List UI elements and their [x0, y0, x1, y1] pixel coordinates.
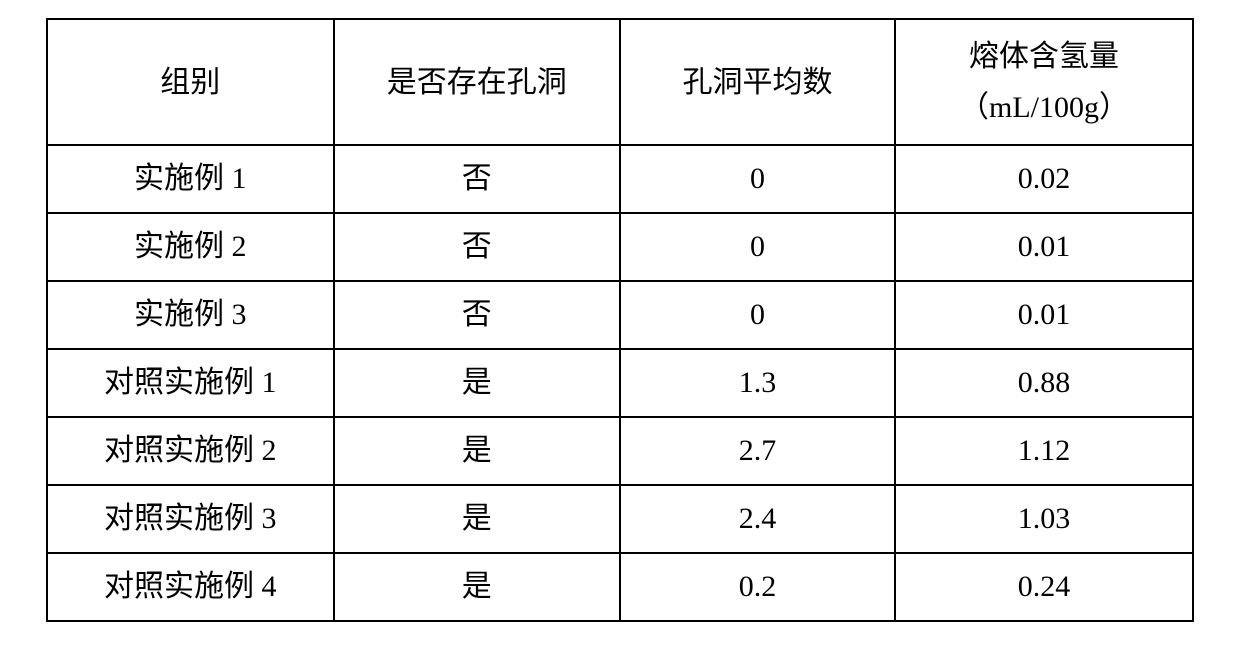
cell-group: 对照实施例 3	[47, 485, 334, 553]
table-row: 实施例 2 否 0 0.01	[47, 213, 1193, 281]
cell-avgholes: 0	[620, 145, 895, 213]
cell-hydrogen: 0.01	[895, 213, 1193, 281]
table-row: 对照实施例 3 是 2.4 1.03	[47, 485, 1193, 553]
table-row: 实施例 1 否 0 0.02	[47, 145, 1193, 213]
header-group: 组别	[47, 19, 334, 145]
cell-group: 实施例 2	[47, 213, 334, 281]
table-row: 对照实施例 1 是 1.3 0.88	[47, 349, 1193, 417]
header-avg-holes-label: 孔洞平均数	[683, 66, 833, 99]
cell-hydrogen: 0.02	[895, 145, 1193, 213]
header-has-holes-label: 是否存在孔洞	[387, 66, 567, 99]
cell-hasholes: 是	[334, 349, 621, 417]
cell-hasholes: 是	[334, 417, 621, 485]
cell-group: 对照实施例 4	[47, 553, 334, 621]
header-hydrogen-label-top: 熔体含氢量	[969, 34, 1119, 79]
cell-hasholes: 否	[334, 145, 621, 213]
cell-hydrogen: 0.88	[895, 349, 1193, 417]
header-has-holes: 是否存在孔洞	[334, 19, 621, 145]
results-table: 组别 是否存在孔洞 孔洞平均数 熔体含氢量 （mL/100g） 实施例 1	[46, 18, 1194, 622]
cell-avgholes: 1.3	[620, 349, 895, 417]
cell-hasholes: 是	[334, 485, 621, 553]
cell-hydrogen: 0.24	[895, 553, 1193, 621]
cell-hydrogen: 1.03	[895, 485, 1193, 553]
header-group-label: 组别	[160, 66, 220, 99]
header-hydrogen-label-bottom: （mL/100g）	[959, 85, 1129, 130]
cell-group: 实施例 1	[47, 145, 334, 213]
cell-hydrogen: 1.12	[895, 417, 1193, 485]
cell-group: 对照实施例 1	[47, 349, 334, 417]
table-row: 对照实施例 4 是 0.2 0.24	[47, 553, 1193, 621]
header-avg-holes: 孔洞平均数	[620, 19, 895, 145]
table-row: 实施例 3 否 0 0.01	[47, 281, 1193, 349]
cell-hasholes: 否	[334, 213, 621, 281]
cell-avgholes: 0.2	[620, 553, 895, 621]
cell-hasholes: 是	[334, 553, 621, 621]
cell-avgholes: 0	[620, 213, 895, 281]
cell-group: 对照实施例 2	[47, 417, 334, 485]
cell-hydrogen: 0.01	[895, 281, 1193, 349]
cell-avgholes: 2.7	[620, 417, 895, 485]
cell-hasholes: 否	[334, 281, 621, 349]
table-row: 对照实施例 2 是 2.7 1.12	[47, 417, 1193, 485]
header-hydrogen: 熔体含氢量 （mL/100g）	[895, 19, 1193, 145]
cell-avgholes: 0	[620, 281, 895, 349]
table-header-row: 组别 是否存在孔洞 孔洞平均数 熔体含氢量 （mL/100g）	[47, 19, 1193, 145]
table-body: 实施例 1 否 0 0.02 实施例 2 否 0 0.01 实施例 3 否 0 …	[47, 145, 1193, 621]
cell-group: 实施例 3	[47, 281, 334, 349]
cell-avgholes: 2.4	[620, 485, 895, 553]
